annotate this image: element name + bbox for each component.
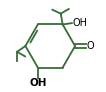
Text: OH: OH	[72, 18, 87, 28]
Text: OH: OH	[29, 78, 47, 88]
Text: O: O	[86, 41, 94, 51]
